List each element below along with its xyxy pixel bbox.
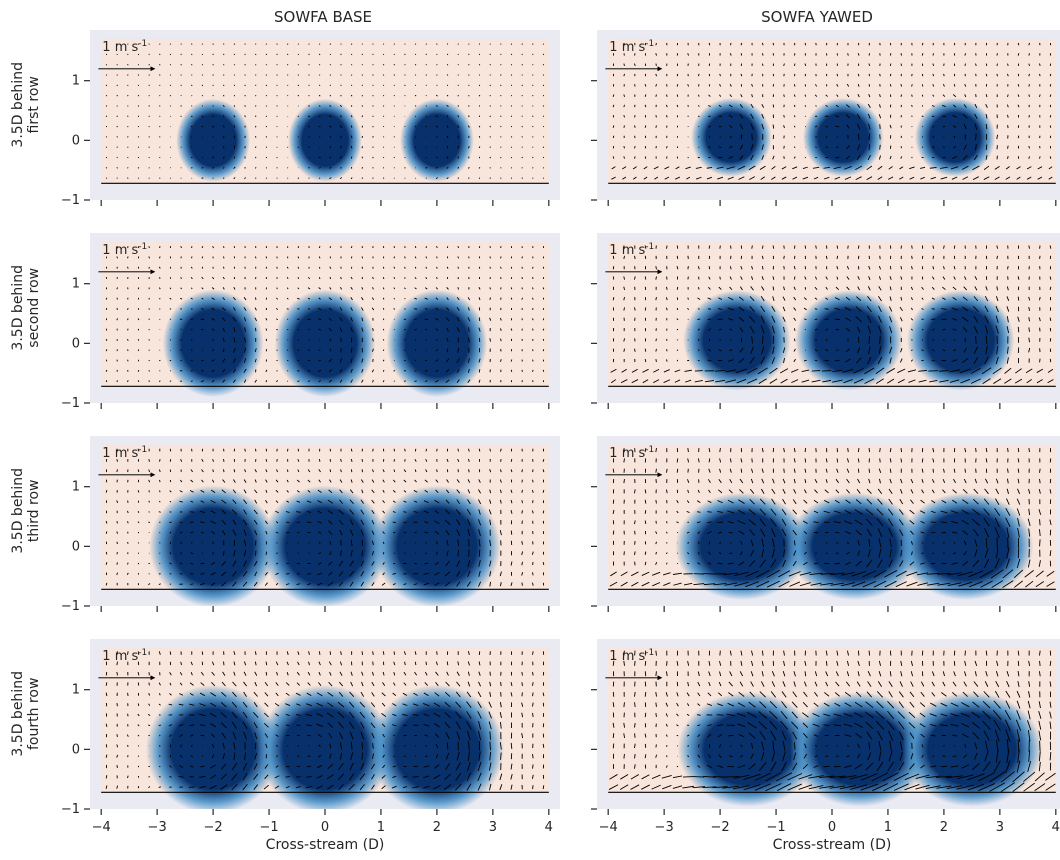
- panel: 1 m s-1 −1 0 1: [61, 436, 560, 614]
- wake-deficit: [369, 684, 505, 809]
- column-title: SOWFA YAWED: [761, 8, 873, 26]
- x-tick-label: 3: [996, 820, 1004, 835]
- quiver-field: [608, 650, 1056, 792]
- wake-deficit: [691, 98, 772, 177]
- row-label-line: third row: [26, 480, 42, 543]
- quiver-field: [609, 447, 1055, 589]
- y-tick-label: 1: [72, 74, 80, 89]
- row-label-line: fourth row: [26, 678, 42, 750]
- reference-arrow-label: 1 m s-1: [609, 39, 654, 55]
- wake-deficit: [162, 289, 264, 398]
- wake-deficit: [906, 290, 1015, 391]
- reference-arrow-label: 1 m s-1: [102, 242, 147, 258]
- x-axis-label: Cross-stream (D): [266, 837, 385, 853]
- row-label: 3.5D behind fourth row: [10, 671, 42, 757]
- wake-deficit: [149, 485, 277, 606]
- reference-arrow-label: 1 m s-1: [102, 39, 147, 55]
- wake-deficit: [802, 98, 884, 177]
- x-axis-label: Cross-stream (D): [773, 837, 892, 853]
- y-tick-label: −1: [61, 599, 80, 614]
- wake-deficit: [386, 289, 488, 398]
- y-tick-label: 1: [72, 277, 80, 292]
- wake-deficit: [288, 98, 362, 182]
- y-tick-label: 0: [72, 336, 80, 351]
- reference-arrow-label: 1 m s-1: [102, 648, 147, 664]
- x-tick-label: −4: [599, 820, 618, 835]
- x-tick-label: 1: [884, 820, 892, 835]
- x-tick-label: −2: [711, 820, 730, 835]
- wake-deficit: [373, 485, 501, 606]
- y-tick-label: −1: [61, 396, 80, 411]
- quiver-field: [610, 245, 1054, 384]
- panel: 1 m s-1: [591, 639, 1060, 815]
- reference-arrow-label: 1 m s-1: [609, 648, 654, 664]
- x-tick-label: 1: [377, 820, 385, 835]
- y-tick-label: 0: [72, 742, 80, 757]
- y-tick-label: 1: [72, 683, 80, 698]
- row-label-line: 3.5D behind: [10, 671, 26, 757]
- reference-arrow-label: 1 m s-1: [102, 445, 147, 461]
- x-tick-label: −3: [148, 820, 167, 835]
- row-label-line: second row: [26, 268, 42, 348]
- wake-deficit: [914, 98, 996, 177]
- wake-deficit: [789, 692, 931, 807]
- x-tick-label: −2: [204, 820, 223, 835]
- panel: 1 m s-1: [591, 30, 1060, 206]
- wake-deficit: [274, 289, 376, 398]
- wake-deficit: [145, 684, 281, 809]
- y-tick-label: 0: [72, 133, 80, 148]
- quiver-field: [105, 651, 545, 791]
- reference-arrow-label: 1 m s-1: [609, 445, 654, 461]
- x-tick-label: 0: [321, 820, 329, 835]
- quiver-field: [105, 246, 545, 383]
- quiver-field: [105, 43, 545, 180]
- panel: 1 m s-1 −1 0 1: [61, 233, 560, 411]
- panel: 1 m s-1: [591, 436, 1060, 612]
- x-tick-label: 3: [489, 820, 497, 835]
- x-tick-label: −3: [655, 820, 674, 835]
- x-tick-label: −1: [766, 820, 785, 835]
- panel: 1 m s-1: [591, 233, 1060, 409]
- wake-deficit: [899, 492, 1034, 601]
- x-tick-label: −4: [92, 820, 111, 835]
- wake-deficit: [677, 692, 819, 807]
- wake-deficit: [257, 684, 393, 809]
- row-label-line: 3.5D behind: [10, 468, 26, 554]
- y-tick-label: 0: [72, 539, 80, 554]
- column-title: SOWFA BASE: [274, 8, 372, 26]
- x-tick-label: 2: [433, 820, 441, 835]
- wake-deficit: [683, 290, 791, 391]
- panel: 1 m s-1 −1 0 1: [61, 639, 560, 817]
- quiver-field: [105, 448, 545, 587]
- reference-arrow-label: 1 m s-1: [609, 242, 654, 258]
- x-tick-label: 4: [545, 820, 553, 835]
- wake-deficit: [901, 692, 1043, 807]
- wake-deficit: [675, 492, 810, 601]
- x-tick-label: 4: [1052, 820, 1060, 835]
- x-tick-label: 2: [940, 820, 948, 835]
- row-label: 3.5D behind third row: [10, 468, 42, 554]
- row-label-line: first row: [26, 76, 42, 133]
- row-label-line: 3.5D behind: [10, 265, 26, 351]
- row-label-line: 3.5D behind: [10, 62, 26, 148]
- quiver-field: [611, 42, 1053, 181]
- y-tick-label: 1: [72, 480, 80, 495]
- y-tick-label: −1: [61, 802, 80, 817]
- x-tick-label: −1: [259, 820, 278, 835]
- wake-deficit: [176, 98, 251, 182]
- wake-deficit: [261, 485, 389, 606]
- wake-deficit: [795, 290, 903, 391]
- y-tick-label: −1: [61, 193, 80, 208]
- wake-deficit: [399, 98, 474, 182]
- row-label: 3.5D behind first row: [10, 62, 42, 148]
- x-tick-label: 0: [828, 820, 836, 835]
- row-label: 3.5D behind second row: [10, 265, 42, 351]
- panel: 1 m s-1 −1 0 1: [61, 30, 560, 208]
